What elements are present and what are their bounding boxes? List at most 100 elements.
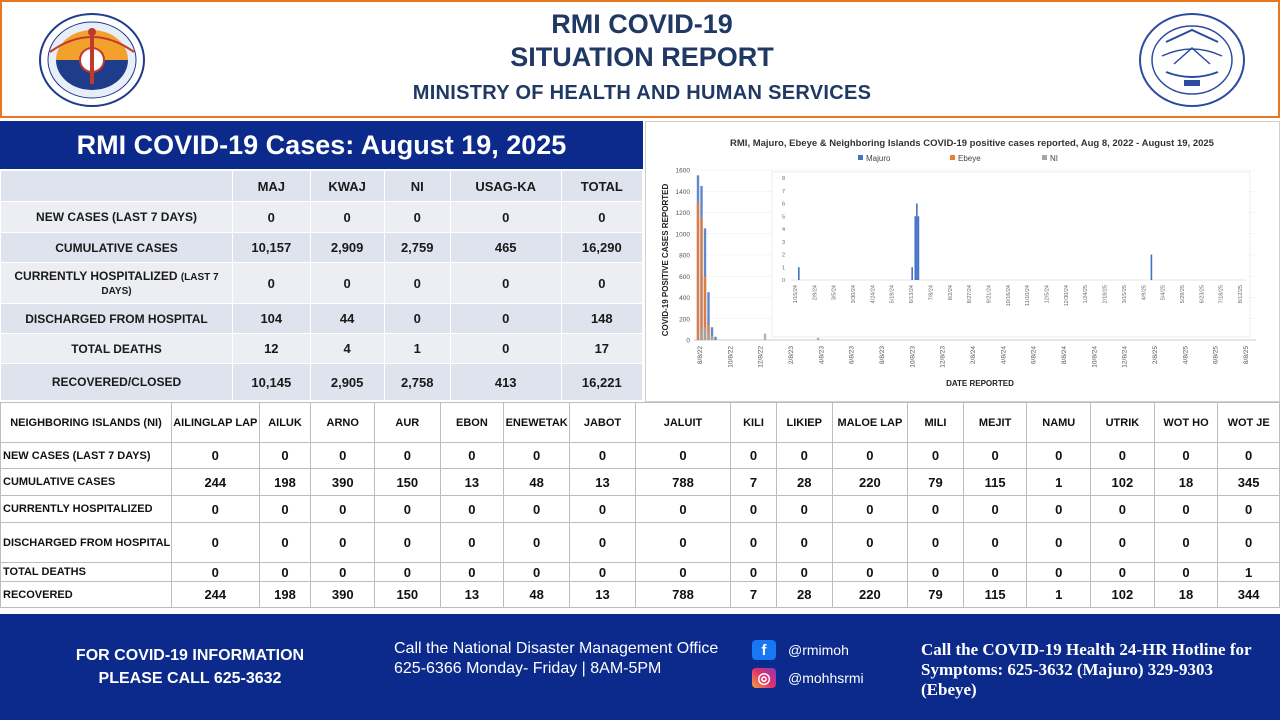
table-row: NEW CASES (LAST 7 DAYS) 0 0 0 0 0 (0, 201, 644, 233)
ni-column-header: LIKIEP (775, 402, 833, 443)
legend-label: Ebeye (958, 154, 981, 163)
table-cell: 102 (1090, 581, 1155, 608)
x-tick-label: 2/8/25 (1152, 346, 1159, 364)
info-line: PLEASE CALL 625-3632 (98, 670, 282, 687)
inset-x-tick: 8/27/24 (967, 285, 973, 303)
row-label: RECOVERED/CLOSED (0, 363, 233, 401)
table-cell: 0 (634, 522, 732, 563)
table-cell: 0 (1026, 562, 1092, 582)
table-cell: 0 (730, 442, 777, 469)
table-cell: 0 (439, 522, 505, 563)
table-cell: 788 (634, 581, 732, 608)
table-cell: 0 (1217, 522, 1280, 563)
cases-chart: RMI, Majuro, Ebeye & Neighboring Islands… (645, 121, 1280, 402)
table-cell: 13 (439, 581, 505, 608)
ni-column-header: ENEWETAK (503, 402, 571, 443)
inset-frame (771, 171, 1251, 338)
inset-x-tick: 9/21/24 (986, 285, 992, 303)
inset-x-tick: 11/10/24 (1025, 285, 1031, 306)
table-cell: 0 (730, 495, 777, 523)
table-cell: 244 (170, 468, 260, 496)
table-cell: 0 (831, 495, 909, 523)
table-cell: 48 (503, 468, 571, 496)
info-hotline: FOR COVID-19 INFORMATION PLEASE CALL 625… (40, 644, 340, 690)
table-cell: 13 (569, 468, 636, 496)
table-cell: 0 (962, 522, 1028, 563)
inset-x-tick: 1/24/25 (1083, 285, 1089, 303)
inset-x-tick: 5/4/25 (1161, 285, 1167, 300)
table-cell: 220 (831, 468, 909, 496)
row-label: DISCHARGED FROM HOSPITAL (0, 303, 233, 334)
y-tick-label: 0 (686, 338, 690, 345)
table-cell: 44 (309, 303, 385, 334)
legend-swatch (950, 155, 955, 160)
table-cell: 0 (310, 442, 376, 469)
table-cell: 0 (775, 562, 833, 582)
table-cell: 0 (170, 562, 260, 582)
table-cell: 0 (374, 562, 441, 582)
bar (707, 331, 710, 340)
y-tick-label: 1200 (676, 210, 691, 217)
table-cell: 16,221 (560, 363, 644, 401)
table-cell: 0 (383, 201, 451, 233)
table-cell: 150 (374, 468, 441, 496)
x-tick-label: 12/8/22 (758, 346, 765, 368)
table-cell: 0 (1090, 495, 1155, 523)
table-cell: 198 (258, 468, 312, 496)
table-cell: 10,145 (232, 363, 311, 401)
inset-x-tick: 12/5/24 (1045, 285, 1051, 303)
legend-label: Majuro (866, 154, 891, 163)
table-row: RECOVERED 244 198 390 150 13 48 13 788 7 28 220 79 11… (0, 581, 1280, 608)
ni-column-header: MALOE LAP (831, 402, 909, 443)
table-cell: 0 (831, 562, 909, 582)
table-cell: 0 (449, 333, 562, 364)
table-cell: 115 (962, 468, 1028, 496)
rmi-cases-table: MAJ KWAJ NI USAG-KA TOTAL NEW CASES (LAS… (0, 170, 644, 401)
table-cell: 0 (831, 442, 909, 469)
table-cell: 0 (569, 442, 636, 469)
ndmo-contact: Call the National Disaster Management Of… (394, 640, 719, 677)
table-cell: 18 (1153, 581, 1219, 608)
health-hotline: Call the COVID-19 Health 24-HR Hotline f… (921, 640, 1252, 699)
table-cell: 2,905 (309, 363, 385, 401)
neighboring-islands-table: NEIGHBORING ISLANDS (NI) AILINGLAP LAP AI… (0, 402, 1280, 608)
x-tick-label: 6/8/25 (1213, 346, 1220, 364)
table-cell: 0 (569, 562, 636, 582)
inset-y-tick: 4 (782, 227, 785, 233)
inset-y-tick: 0 (782, 278, 785, 284)
table-row: CUMULATIVE CASES 10,157 2,909 2,759 465 … (0, 232, 644, 263)
x-tick-label: 10/8/23 (909, 346, 916, 368)
social-links: f @rmimoh ◎ @mohhsrmi (752, 640, 902, 696)
row-label: CUMULATIVE CASES (0, 232, 233, 263)
ni-column-header: WOT JE (1217, 402, 1280, 443)
table-cell: 18 (1153, 468, 1219, 496)
inset-x-tick: 2/18/25 (1103, 285, 1109, 303)
table-row: DISCHARGED FROM HOSPITAL 0 0 0 0 0 0 0 0 0 0 0 0 0 0 0 0… (0, 522, 1280, 563)
row-label: NEW CASES (LAST 7 DAYS) (0, 442, 172, 469)
table-cell: 0 (1090, 442, 1155, 469)
x-tick-label: 10/8/22 (727, 346, 734, 368)
inset-y-tick: 7 (782, 189, 785, 195)
x-tick-label: 4/8/24 (1000, 346, 1007, 364)
table-cell: 0 (634, 562, 732, 582)
table-cell: 148 (560, 303, 644, 334)
table-cell: 0 (560, 262, 644, 304)
table-cell: 0 (309, 201, 385, 233)
row-label: TOTAL DEATHS (0, 562, 172, 582)
table-cell: 0 (449, 201, 562, 233)
bar (763, 333, 767, 340)
table-cell: 0 (258, 442, 312, 469)
inset-x-tick: 8/12/25 (1238, 285, 1244, 303)
inset-x-tick: 1/15/24 (793, 285, 799, 303)
y-tick-label: 1000 (676, 231, 691, 238)
legend-label: NI (1050, 154, 1058, 163)
table-cell: 0 (310, 562, 376, 582)
facebook-link[interactable]: f @rmimoh (752, 640, 902, 660)
inset-x-tick: 3/5/24 (832, 285, 838, 300)
instagram-link[interactable]: ◎ @mohhsrmi (752, 668, 902, 688)
table-cell: 0 (310, 495, 376, 523)
table-cell: 2,758 (383, 363, 451, 401)
table-cell: 102 (1090, 468, 1155, 496)
ministry-name: MINISTRY OF HEALTH AND HUMAN SERVICES (412, 82, 872, 104)
inset-bar (916, 203, 918, 280)
